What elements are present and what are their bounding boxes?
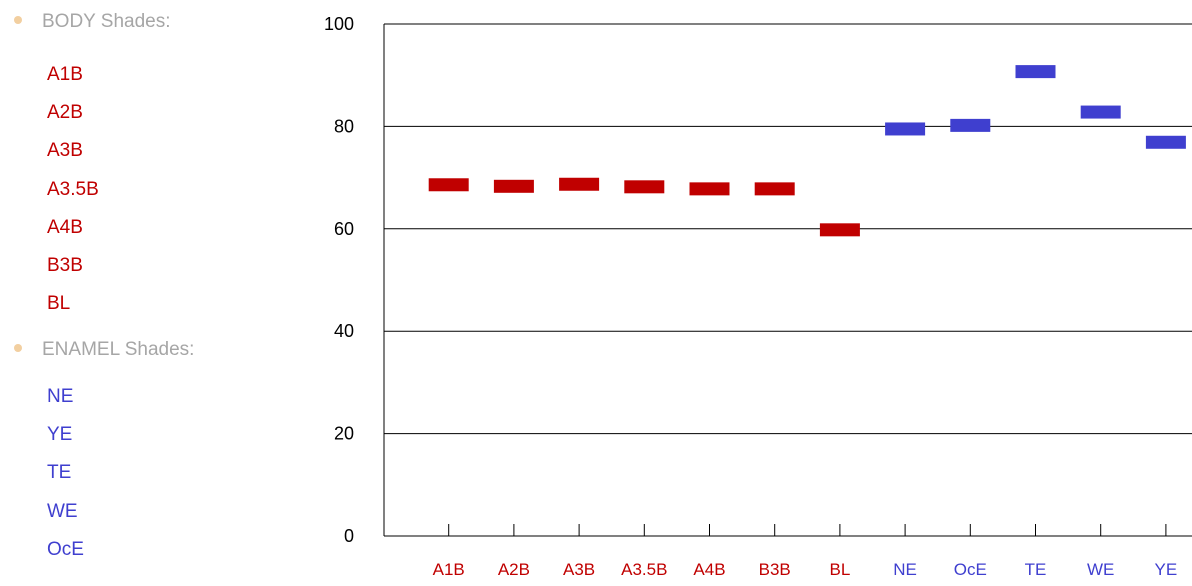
legend-item-b3b: B3B — [47, 254, 83, 276]
legend-item-a1b: A1B — [47, 64, 83, 85]
x-tick-label: TE — [1025, 560, 1047, 579]
legend-item-a4b: A4B — [47, 216, 83, 238]
x-tick-label: A3.5B — [621, 560, 667, 579]
y-tick-label: 60 — [334, 219, 354, 239]
body-shades-heading: BODY Shades: — [14, 11, 171, 33]
legend-item-te: TE — [47, 462, 72, 484]
legend-item-ye: YE — [47, 424, 73, 446]
x-tick-label: A2B — [498, 560, 530, 579]
y-tick-label: 0 — [344, 526, 354, 546]
x-tick-label: YE — [1155, 560, 1178, 579]
legend-item-ne: NE — [47, 386, 74, 407]
x-tick-label: B3B — [759, 560, 791, 579]
data-marker-a3-5b — [624, 180, 665, 194]
legend-item-oce: OcE — [47, 538, 84, 560]
data-marker-te — [1015, 65, 1056, 79]
legend-item-bl: BL — [47, 293, 71, 315]
body-shades-list: A1B A2B A3B A3.5B A4B B3B BL — [47, 63, 99, 330]
enamel-shades-list: NE YE TE WE OcE — [47, 385, 84, 576]
body-shades-heading-text: BODY Shades: — [42, 11, 171, 32]
enamel-shades-heading-text: ENAMEL Shades: — [42, 339, 195, 360]
y-tick-label: 80 — [334, 116, 354, 136]
chart-svg: 0 20 40 60 80 100 A1B A2B A3B A3.5B A4B B3B BL NE OcE T… — [324, 14, 1192, 579]
data-marker-a3b — [559, 177, 600, 191]
data-marker-a4b — [689, 182, 730, 196]
data-marker-oce — [950, 118, 991, 132]
data-marker-a2b — [493, 179, 534, 193]
x-tick-label: NE — [893, 560, 917, 579]
y-tick-label: 20 — [334, 424, 354, 444]
x-tick-label: A3B — [563, 560, 595, 579]
legend-item-a3-5b: A3.5B — [47, 178, 99, 200]
x-tick-label: A4B — [693, 560, 725, 579]
x-tick-label: A1B — [433, 560, 465, 579]
bullet-icon — [14, 15, 22, 24]
y-tick-label: 40 — [334, 321, 354, 341]
data-marker-ne — [885, 122, 926, 136]
data-marker-ye — [1145, 135, 1186, 149]
legend-item-a3b: A3B — [47, 140, 83, 162]
data-marker-bl — [819, 223, 860, 237]
legend-item-a2b: A2B — [47, 102, 83, 124]
bullet-icon — [14, 343, 22, 352]
data-marker-b3b — [754, 182, 795, 196]
x-tick-label: BL — [830, 560, 851, 579]
legend-item-we: WE — [47, 500, 78, 522]
shade-chart: 0 20 40 60 80 100 A1B A2B A3B A3.5B A4B B3B BL NE OcE T… — [300, 0, 1192, 581]
x-tick-label: OcE — [954, 560, 987, 579]
y-tick-label: 100 — [324, 14, 354, 34]
data-marker-we — [1080, 105, 1121, 119]
x-tick-label: WE — [1087, 560, 1114, 579]
data-marker-a1b — [428, 178, 469, 192]
shade-legend: BODY Shades: A1B A2B A3B A3.5B A4B B3B BL ENAM… — [0, 0, 300, 581]
enamel-shades-heading: ENAMEL Shades: — [14, 339, 194, 361]
